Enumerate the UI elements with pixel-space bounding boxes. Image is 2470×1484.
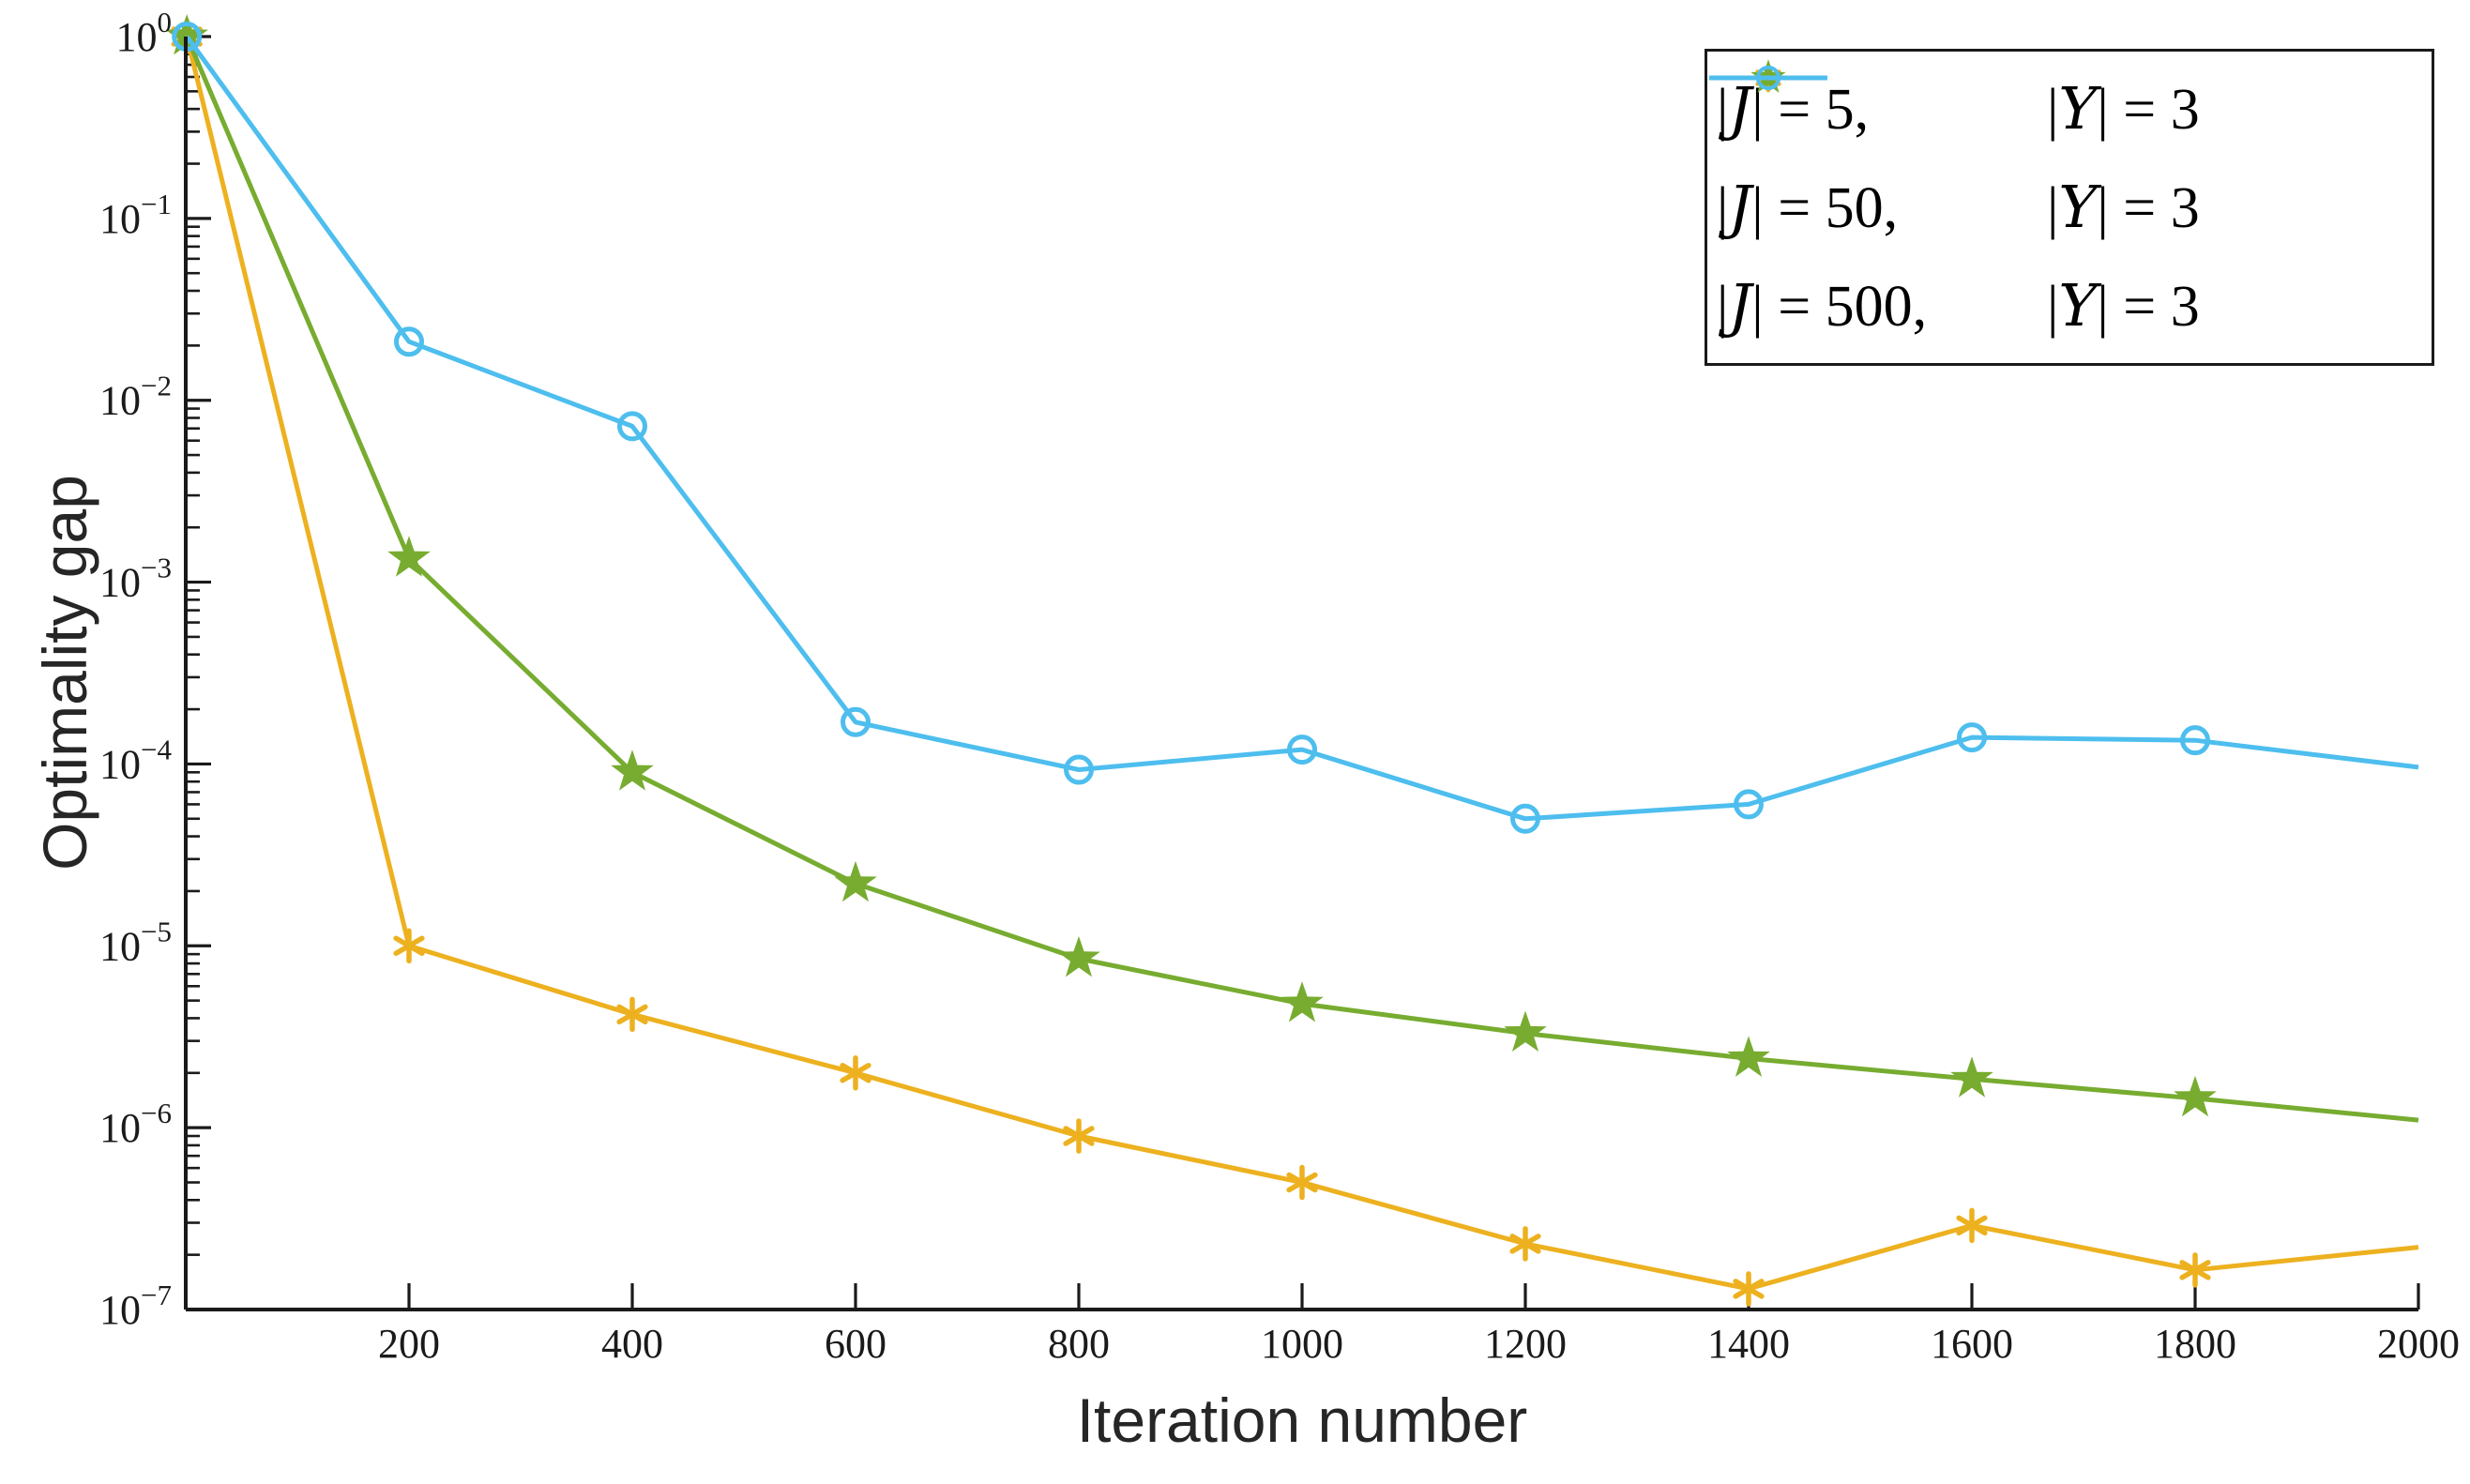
x-tick-label: 600	[825, 1321, 886, 1367]
x-axis-label: Iteration number	[1077, 1386, 1528, 1455]
star-marker	[1280, 981, 1324, 1022]
y-tick-label: 10−6	[99, 1097, 172, 1151]
legend-item: |J| = 50, |Y| = 3	[1709, 59, 2432, 242]
asterisk-stroke	[2179, 1260, 2211, 1280]
star-marker	[611, 750, 654, 791]
y-tick-label: 10−7	[99, 1279, 172, 1333]
asterisk-marker	[1063, 1118, 1095, 1154]
asterisk-stroke	[1956, 1215, 1988, 1236]
series-layer	[165, 14, 2419, 1307]
circle-marker	[1734, 789, 1764, 820]
legend-label: |J| = 5, |Y| = 3	[1717, 73, 2200, 143]
asterisk-marker	[616, 996, 648, 1033]
x-tick-label: 1000	[1261, 1321, 1343, 1367]
legend-sample-circle	[1709, 65, 1827, 91]
asterisk-marker	[1733, 1271, 1765, 1307]
star-marker	[165, 14, 208, 55]
asterisk-stroke	[840, 1063, 871, 1083]
asterisk-marker	[1286, 1164, 1318, 1201]
circle-marker	[1755, 65, 1781, 91]
circle-marker	[1957, 722, 1987, 753]
circle-marker	[1064, 754, 1094, 785]
star-marker	[1727, 1036, 1770, 1077]
asterisk-stroke	[1509, 1234, 1541, 1254]
asterisk-stroke	[393, 935, 425, 957]
legend-item: |J| = 5, |Y| = 3	[1709, 63, 2432, 144]
circle-marker	[617, 411, 647, 442]
asterisk-stroke	[1286, 1172, 1318, 1193]
legend-label: |J| = 50, |Y| = 3	[1717, 172, 2200, 241]
x-tick-label: 400	[601, 1321, 663, 1367]
star-marker	[1057, 936, 1100, 977]
star-marker	[387, 536, 431, 577]
asterisk-stroke	[616, 1004, 648, 1025]
y-tick-label: 10−1	[99, 188, 172, 242]
circle-marker	[1287, 734, 1317, 765]
asterisk-marker	[1956, 1207, 1988, 1244]
x-tick-label: 2000	[2377, 1321, 2460, 1367]
star-marker	[834, 860, 877, 902]
x-tick-label: 200	[378, 1321, 440, 1367]
circle-marker	[394, 326, 424, 357]
y-tick-label: 100	[116, 6, 173, 60]
x-tick-label: 1800	[2154, 1321, 2236, 1367]
circle-marker	[2180, 725, 2210, 756]
asterisk-marker	[840, 1055, 871, 1091]
y-axis-label: Optimality gap	[30, 475, 99, 871]
circle-marker	[841, 706, 871, 737]
tick-labels: 100 10−1 10−2 10−3 10−4 10−5 10−6 10−7 200 400 600…	[99, 6, 2460, 1367]
axes-layer	[184, 37, 2418, 1311]
asterisk-marker	[393, 928, 425, 964]
y-tick-label: 10−3	[99, 552, 172, 606]
star-marker	[1504, 1010, 1547, 1052]
asterisk-marker	[1509, 1226, 1541, 1262]
asterisk-stroke	[1733, 1279, 1765, 1299]
x-tick-label: 1600	[1931, 1321, 2013, 1367]
star-marker	[1950, 1056, 1993, 1098]
asterisk-stroke	[1063, 1126, 1095, 1146]
legend-item: |J| = 500, |Y| = 3	[1709, 65, 2432, 341]
series-line-circle	[185, 35, 2419, 822]
x-tick-label: 1200	[1484, 1321, 1567, 1367]
x-tick-label: 1400	[1707, 1321, 1790, 1367]
star-marker	[2174, 1075, 2217, 1117]
x-tick-label: 800	[1048, 1321, 1110, 1367]
legend-label: |J| = 500, |Y| = 3	[1717, 271, 2200, 341]
y-tick-label: 10−4	[99, 733, 172, 787]
circle-marker	[1510, 803, 1540, 834]
legend-box: |J| = 5, |Y| = 3 |J| = 50, |Y| = 3 |J| = 500…	[1705, 49, 2434, 366]
asterisk-marker	[2179, 1252, 2211, 1288]
y-tick-label: 10−2	[99, 370, 172, 424]
y-tick-label: 10−5	[99, 915, 172, 969]
